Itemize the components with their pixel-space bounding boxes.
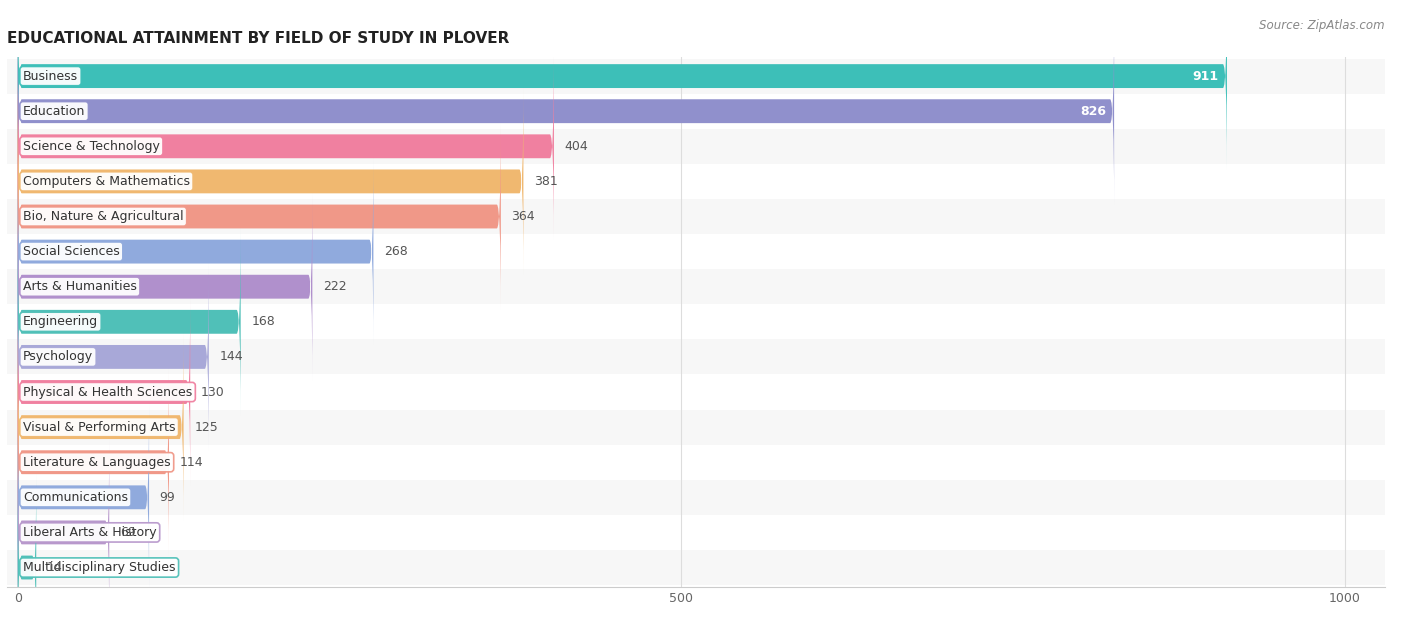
Text: 911: 911 — [1192, 69, 1219, 83]
Text: 99: 99 — [160, 491, 176, 504]
Text: 168: 168 — [252, 316, 276, 328]
FancyBboxPatch shape — [18, 53, 554, 240]
FancyBboxPatch shape — [18, 298, 190, 485]
Text: Engineering: Engineering — [22, 316, 98, 328]
Text: 222: 222 — [323, 280, 347, 293]
FancyBboxPatch shape — [18, 369, 169, 555]
Text: 14: 14 — [46, 561, 63, 574]
Text: 268: 268 — [384, 245, 408, 258]
Text: 404: 404 — [565, 140, 588, 153]
Text: Computers & Mathematics: Computers & Mathematics — [22, 175, 190, 188]
Text: Liberal Arts & History: Liberal Arts & History — [22, 526, 156, 539]
FancyBboxPatch shape — [18, 439, 110, 626]
FancyBboxPatch shape — [18, 88, 523, 274]
FancyBboxPatch shape — [18, 404, 149, 591]
Text: Source: ZipAtlas.com: Source: ZipAtlas.com — [1260, 19, 1385, 32]
FancyBboxPatch shape — [7, 93, 1385, 129]
FancyBboxPatch shape — [7, 59, 1385, 93]
FancyBboxPatch shape — [7, 129, 1385, 164]
FancyBboxPatch shape — [18, 228, 240, 415]
FancyBboxPatch shape — [7, 550, 1385, 585]
Text: Visual & Performing Arts: Visual & Performing Arts — [22, 421, 176, 433]
Text: 826: 826 — [1080, 105, 1107, 118]
FancyBboxPatch shape — [18, 18, 1114, 204]
FancyBboxPatch shape — [18, 193, 312, 380]
FancyBboxPatch shape — [7, 234, 1385, 269]
FancyBboxPatch shape — [18, 264, 209, 451]
Text: Science & Technology: Science & Technology — [22, 140, 160, 153]
Text: 364: 364 — [512, 210, 536, 223]
FancyBboxPatch shape — [18, 158, 374, 345]
FancyBboxPatch shape — [18, 123, 501, 310]
FancyBboxPatch shape — [7, 269, 1385, 304]
Text: 125: 125 — [194, 421, 218, 433]
FancyBboxPatch shape — [18, 474, 37, 631]
FancyBboxPatch shape — [18, 0, 1227, 170]
Text: Communications: Communications — [22, 491, 128, 504]
Text: Literature & Languages: Literature & Languages — [22, 456, 170, 469]
FancyBboxPatch shape — [7, 445, 1385, 480]
Text: Bio, Nature & Agricultural: Bio, Nature & Agricultural — [22, 210, 184, 223]
FancyBboxPatch shape — [7, 480, 1385, 515]
Text: Multidisciplinary Studies: Multidisciplinary Studies — [22, 561, 176, 574]
FancyBboxPatch shape — [7, 374, 1385, 410]
Text: Business: Business — [22, 69, 79, 83]
Text: 69: 69 — [120, 526, 135, 539]
FancyBboxPatch shape — [7, 199, 1385, 234]
Text: Education: Education — [22, 105, 86, 118]
Text: EDUCATIONAL ATTAINMENT BY FIELD OF STUDY IN PLOVER: EDUCATIONAL ATTAINMENT BY FIELD OF STUDY… — [7, 31, 509, 46]
Text: 144: 144 — [219, 350, 243, 363]
Text: Physical & Health Sciences: Physical & Health Sciences — [22, 386, 193, 399]
Text: Arts & Humanities: Arts & Humanities — [22, 280, 136, 293]
FancyBboxPatch shape — [7, 339, 1385, 374]
FancyBboxPatch shape — [7, 164, 1385, 199]
Text: 130: 130 — [201, 386, 225, 399]
FancyBboxPatch shape — [7, 304, 1385, 339]
FancyBboxPatch shape — [7, 410, 1385, 445]
Text: Social Sciences: Social Sciences — [22, 245, 120, 258]
FancyBboxPatch shape — [7, 515, 1385, 550]
FancyBboxPatch shape — [18, 334, 184, 521]
Text: 114: 114 — [180, 456, 204, 469]
Text: Psychology: Psychology — [22, 350, 93, 363]
Text: 381: 381 — [534, 175, 558, 188]
